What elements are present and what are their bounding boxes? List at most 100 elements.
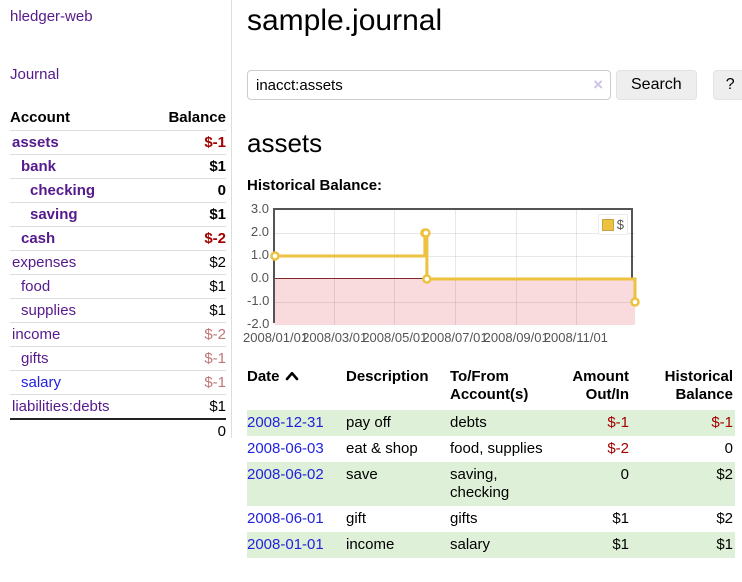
gridline	[334, 210, 336, 325]
search-input[interactable]	[247, 70, 611, 100]
account-link[interactable]: gifts	[21, 350, 49, 367]
account-balance: $-1	[146, 130, 226, 155]
account-row: checking 0	[10, 178, 226, 203]
chart-title: Historical Balance:	[247, 177, 383, 194]
account-balance: $-2	[146, 322, 226, 347]
y-axis-tick-label: 2.0	[250, 224, 269, 239]
sidebar-item-journal[interactable]: Journal	[10, 66, 60, 83]
data-point-marker	[630, 297, 640, 307]
account-link[interactable]: income	[12, 326, 61, 343]
transaction-row: 2008-06-02 save saving, checking 0 $2	[247, 462, 735, 506]
account-row: gifts $-1	[10, 346, 226, 371]
x-axis-tick-label: 2008/05/01	[362, 330, 428, 345]
account-row: bank $1	[10, 154, 226, 179]
transaction-amount: $1	[612, 510, 629, 527]
gridline	[394, 210, 396, 325]
transaction-balance: $1	[716, 536, 733, 553]
account-row: supplies $1	[10, 298, 226, 323]
balance-step-line	[270, 228, 640, 307]
gridline	[275, 302, 635, 303]
page-title: sample.journal	[247, 4, 443, 37]
account-balance: $1	[146, 202, 226, 227]
transaction-amount: $1	[612, 536, 629, 553]
account-row: food $1	[10, 274, 226, 299]
gridline	[275, 233, 635, 234]
search-input-wrap: ×	[247, 70, 611, 100]
search-bar: × Search ?	[247, 70, 742, 100]
x-axis-tick-label: 2008/11/01	[543, 330, 608, 345]
transaction-description: save	[346, 466, 378, 483]
sort-ascending-icon	[285, 371, 298, 381]
register-col-date[interactable]: Date	[247, 368, 346, 410]
transaction-row: 2008-06-03 eat & shop food, supplies $-2 0	[247, 436, 735, 462]
help-button[interactable]: ?	[712, 70, 742, 100]
transaction-date-link[interactable]: 2008-12-31	[247, 414, 324, 431]
transaction-balance: $2	[716, 466, 733, 483]
transaction-balance: 0	[724, 440, 733, 457]
transaction-row: 2008-12-31 pay off debts $-1 $-1	[247, 410, 735, 436]
transaction-row: 2008-01-01 income salary $1 $1	[247, 532, 735, 558]
account-balance: $1	[146, 274, 226, 299]
data-point-marker	[421, 228, 431, 238]
accounts-table: Account Balance assets $-1 bank $1 checking 0…	[10, 106, 226, 443]
data-point-marker	[270, 251, 280, 261]
accounts-total-row: 0	[10, 418, 226, 443]
transaction-description: eat & shop	[346, 440, 418, 457]
account-balance: 0	[146, 178, 226, 203]
account-link[interactable]: food	[21, 278, 51, 295]
transaction-balance: $-1	[711, 414, 733, 431]
x-axis-tick-label: 2008/03/01	[302, 330, 368, 345]
account-link[interactable]: liabilities:debts	[12, 398, 110, 415]
y-axis-tick-label: -1.0	[247, 293, 270, 308]
accounts-col-balance: Balance	[146, 106, 226, 131]
transaction-description: income	[346, 536, 395, 553]
chart-legend: $	[597, 214, 628, 235]
account-balance: $-1	[146, 346, 226, 371]
data-point-marker	[422, 274, 432, 284]
account-balance: $1	[146, 298, 226, 323]
gridline	[454, 210, 456, 325]
gridline	[275, 256, 635, 257]
register-col-accounts: To/From Account(s)	[450, 368, 529, 403]
account-link[interactable]: saving	[30, 206, 78, 223]
sidebar: hledger-web Journal Account Balance asse…	[0, 0, 232, 443]
chart-plot-area: $	[270, 208, 640, 325]
search-button[interactable]: Search	[616, 70, 697, 100]
transaction-accounts: salary	[450, 536, 491, 553]
brand-link[interactable]: hledger-web	[10, 8, 93, 25]
account-row: income $-2	[10, 322, 226, 347]
x-axis-tick-label: 2008/01/01	[243, 330, 309, 345]
account-link[interactable]: expenses	[12, 254, 77, 271]
legend-swatch	[601, 218, 614, 231]
y-axis-tick-label: 0.0	[250, 270, 269, 285]
transaction-row: 2008-06-01 gift gifts $1 $2	[247, 506, 735, 532]
transaction-accounts: debts	[450, 414, 487, 431]
transaction-description: gift	[346, 510, 367, 527]
transaction-amount: $-2	[607, 440, 629, 457]
account-link[interactable]: checking	[30, 182, 96, 199]
account-balance: $2	[146, 250, 226, 275]
account-row: saving $1	[10, 202, 226, 227]
account-balance: $1	[146, 154, 226, 179]
account-link[interactable]: bank	[21, 158, 57, 175]
account-link[interactable]: assets	[12, 134, 59, 151]
account-row: assets $-1	[10, 130, 226, 155]
gridline	[515, 210, 517, 325]
account-link[interactable]: supplies	[21, 302, 77, 319]
register-table: Date Description To/From Account(s) Amou…	[247, 368, 735, 558]
account-link[interactable]: salary	[21, 374, 62, 391]
account-row: cash $-2	[10, 226, 226, 251]
account-link[interactable]: cash	[21, 230, 56, 247]
clear-search-icon[interactable]: ×	[593, 75, 603, 94]
register-col-balance: Historical Balance	[664, 368, 733, 403]
transaction-date-link[interactable]: 2008-06-01	[247, 510, 324, 527]
x-axis-tick-label: 2008/09/01	[483, 330, 549, 345]
transaction-date-link[interactable]: 2008-06-03	[247, 440, 324, 457]
transaction-balance: $2	[716, 510, 733, 527]
y-axis-tick-label: -2.0	[247, 316, 270, 331]
register-col-description: Description	[346, 368, 429, 385]
account-row: salary $-1	[10, 370, 226, 395]
transaction-date-link[interactable]: 2008-06-02	[247, 466, 324, 483]
transaction-date-link[interactable]: 2008-01-01	[247, 536, 324, 553]
account-balance: $1	[146, 394, 226, 420]
